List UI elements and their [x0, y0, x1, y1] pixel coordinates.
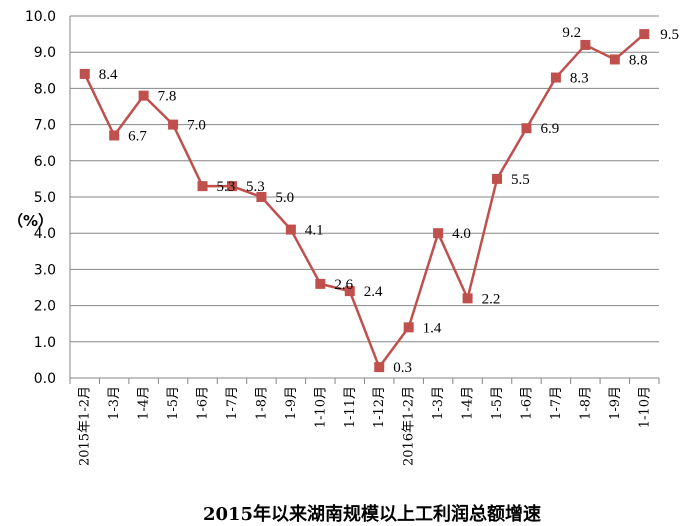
x-tick-label: 1-7月: [225, 386, 240, 420]
data-label: 0.3: [393, 360, 412, 376]
data-point: [403, 322, 414, 333]
x-tick-label: 1-8月: [578, 386, 593, 420]
x-tick-label: 1-8月: [254, 386, 269, 420]
series-path: [83, 33, 646, 369]
x-tick-label: 2016年1-2月: [402, 386, 417, 466]
data-point: [639, 29, 650, 40]
y-tick-label: 0.0: [34, 371, 56, 387]
x-tick-label: 1-4月: [137, 386, 152, 420]
y-axis-ticks: 0.0 1.0 2.0 3.0 4.0 5.0 6.0 7.0 8.0 9.0 10.0: [25, 9, 56, 387]
y-tick-label: 6.0: [34, 154, 56, 170]
chart-title: 2015年以来湖南规模以上工利润总额增速: [203, 503, 541, 525]
y-tick-label: 3.0: [34, 262, 56, 278]
axes: [69, 16, 659, 384]
data-label: 8.3: [570, 71, 589, 87]
data-label: 1.4: [423, 320, 442, 336]
data-point: [550, 72, 561, 83]
data-point: [374, 362, 385, 373]
data-point: [492, 173, 503, 184]
x-tick-label: 1-6月: [196, 386, 211, 420]
data-label: 7.8: [158, 89, 177, 105]
x-tick-label: 1-12月: [372, 386, 387, 428]
data-label: 8.8: [629, 52, 648, 68]
x-axis-ticks: 2015年1-2月 1-3月 1-4月 1-5月 1-6月 1-7月 1-8月 1-9月 1-1…: [69, 378, 660, 466]
y-tick-label: 10.0: [25, 9, 56, 25]
x-tick-label: 1-7月: [549, 386, 564, 420]
x-tick-label: 1-9月: [608, 386, 623, 420]
data-point: [256, 192, 267, 202]
x-tick-label: 1-10月: [313, 386, 328, 428]
data-label: 5.3: [246, 179, 265, 195]
data-point: [433, 228, 444, 239]
data-point: [521, 123, 532, 134]
data-point: [79, 68, 90, 79]
y-tick-label: 8.0: [34, 81, 56, 97]
y-tick-label: 4.0: [34, 226, 56, 242]
data-point: [197, 181, 208, 192]
data-point: [315, 278, 326, 289]
x-tick-label: 1-5月: [166, 386, 181, 420]
x-tick-label: 1-11月: [343, 386, 358, 428]
x-tick-label: 1-5月: [490, 386, 505, 420]
y-tick-label: 7.0: [34, 118, 56, 134]
x-tick-label: 1-6月: [519, 386, 534, 420]
series-line: [79, 29, 650, 373]
data-point: [462, 293, 473, 304]
y-axis-label: （%）: [8, 212, 53, 230]
x-tick-label: 1-3月: [107, 386, 122, 420]
data-point: [138, 90, 149, 101]
data-label: 2.4: [364, 284, 383, 300]
x-tick-label: 1-4月: [461, 386, 476, 420]
data-label: 2.2: [482, 291, 501, 307]
data-label: 5.3: [217, 179, 236, 195]
data-label: 6.9: [540, 121, 559, 137]
x-tick-label: 2015年1-2月: [78, 386, 93, 466]
data-label: 4.0: [452, 226, 471, 242]
y-tick-label: 9.0: [34, 45, 56, 61]
data-point: [344, 286, 355, 297]
y-tick-label: 2.0: [34, 299, 56, 315]
x-tick-label: 1-10月: [637, 386, 652, 428]
data-point: [109, 130, 120, 141]
data-point: [168, 119, 179, 130]
data-label: 5.0: [275, 190, 294, 206]
data-label: 8.4: [99, 67, 118, 83]
y-tick-label: 1.0: [34, 335, 56, 351]
data-point: [609, 54, 620, 65]
data-label: 6.7: [128, 128, 147, 144]
data-labels: 8.4 6.7 7.8 7.0 5.3 5.3 5.0 4.1 2.6 2.4 0.3 1.4 4.0 2…: [99, 25, 679, 376]
data-label: 4.1: [305, 223, 324, 239]
data-label: 9.5: [660, 27, 679, 43]
data-point: [226, 181, 237, 192]
data-label: 7.0: [187, 118, 206, 134]
y-tick-label: 5.0: [34, 190, 56, 206]
data-label: 5.5: [511, 172, 530, 188]
data-point: [285, 224, 296, 235]
data-label: 2.6: [334, 277, 353, 293]
x-tick-label: 1-9月: [284, 386, 299, 420]
data-point: [580, 39, 591, 50]
data-label: 9.2: [562, 25, 581, 41]
x-tick-label: 1-3月: [431, 386, 446, 420]
